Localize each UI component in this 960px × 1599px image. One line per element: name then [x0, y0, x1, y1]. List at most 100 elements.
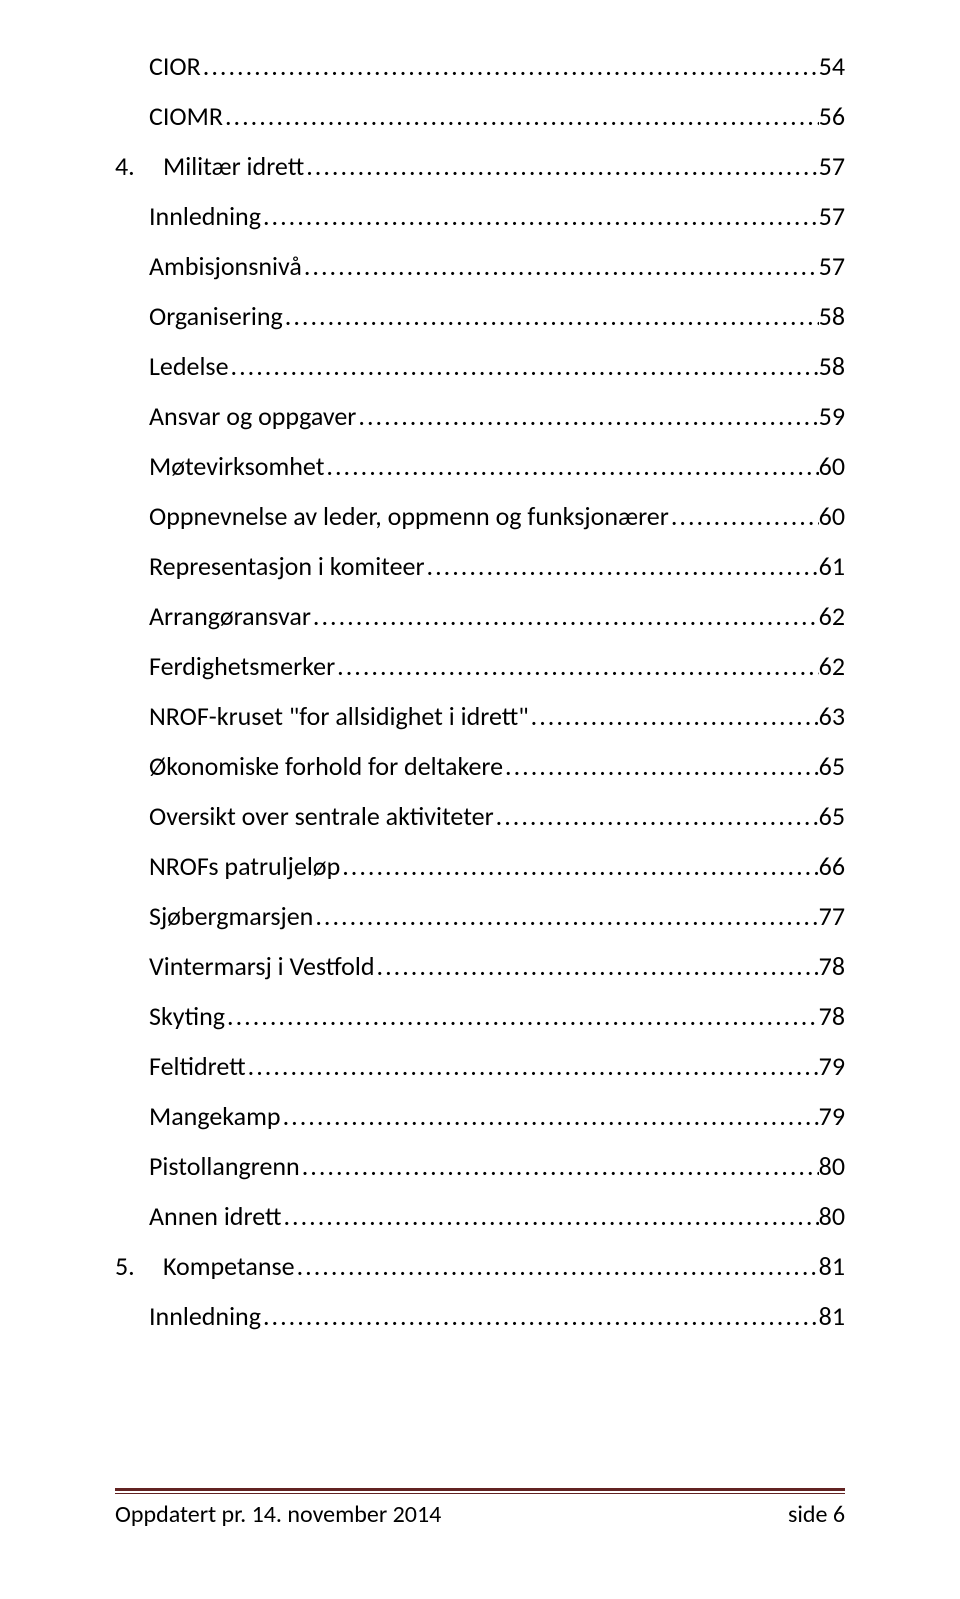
- toc-page-number: 54: [819, 50, 845, 82]
- toc-entry: Organisering 58: [115, 300, 845, 332]
- toc-page-number: 57: [819, 200, 845, 232]
- page-footer: Oppdatert pr. 14. november 2014 side 6: [115, 1488, 845, 1529]
- toc-entry: Økonomiske forhold for deltakere65: [115, 750, 845, 782]
- toc-leader-dots: [261, 1300, 819, 1332]
- toc-entry: Annen idrett 80: [115, 1200, 845, 1232]
- toc-label: 4.Militær idrett: [115, 150, 304, 182]
- toc-leader-dots: [201, 50, 819, 82]
- toc-entry: NROF-kruset "for allsidighet i idrett" 63: [115, 700, 845, 732]
- toc-leader-dots: [225, 1000, 819, 1032]
- toc-entry: Oversikt over sentrale aktiviteter 65: [115, 800, 845, 832]
- toc-leader-dots: [295, 1250, 819, 1282]
- toc-number: 5.: [115, 1250, 163, 1282]
- toc-entry: Ambisjonsnivå 57: [115, 250, 845, 282]
- toc-label: Pistollangrenn: [149, 1150, 300, 1182]
- toc-label: Oversikt over sentrale aktiviteter: [149, 800, 494, 832]
- toc-entry: Innledning57: [115, 200, 845, 232]
- toc-page-number: 65: [819, 750, 845, 782]
- toc-title: Kompetanse: [163, 1250, 295, 1282]
- toc-label: Annen idrett: [149, 1200, 281, 1232]
- toc-entry: Ferdighetsmerker 62: [115, 650, 845, 682]
- toc-number: 4.: [115, 150, 163, 182]
- toc-page-number: 59: [819, 400, 845, 432]
- toc-label: 5.Kompetanse: [115, 1250, 295, 1282]
- toc-page-number: 79: [819, 1050, 845, 1082]
- toc-leader-dots: [529, 700, 819, 732]
- toc-page-number: 77: [819, 900, 845, 932]
- toc-entry: Arrangøransvar 62: [115, 600, 845, 632]
- page-content: CIOR54CIOMR564.Militær idrett57Innlednin…: [0, 0, 960, 1332]
- toc-page-number: 80: [819, 1200, 845, 1232]
- toc-leader-dots: [313, 900, 818, 932]
- toc-page-number: 66: [819, 850, 845, 882]
- toc-label: Møtevirksomhet: [149, 450, 324, 482]
- toc-leader-dots: [335, 650, 818, 682]
- toc-label: Feltidrett: [149, 1050, 246, 1082]
- toc-page-number: 58: [819, 300, 845, 332]
- toc-label: Mangekamp: [149, 1100, 281, 1132]
- toc-leader-dots: [340, 850, 818, 882]
- toc-page-number: 57: [819, 250, 845, 282]
- footer-rule-thick: [115, 1488, 845, 1491]
- toc-entry: Mangekamp 79: [115, 1100, 845, 1132]
- toc-page-number: 79: [819, 1100, 845, 1132]
- toc-leader-dots: [283, 300, 819, 332]
- toc-label: Skyting: [149, 1000, 225, 1032]
- toc-entry: Pistollangrenn 80: [115, 1150, 845, 1182]
- toc-entry: NROFs patruljeløp66: [115, 850, 845, 882]
- toc-page-number: 60: [819, 500, 845, 532]
- toc-entry: Møtevirksomhet 60: [115, 450, 845, 482]
- toc-label: CIOMR: [149, 100, 223, 132]
- toc-leader-dots: [503, 750, 819, 782]
- toc-leader-dots: [223, 100, 819, 132]
- toc-page-number: 63: [819, 700, 845, 732]
- toc-page-number: 57: [819, 150, 845, 182]
- toc-leader-dots: [229, 350, 819, 382]
- toc-label: Vintermarsj i Vestfold: [149, 950, 375, 982]
- toc-page-number: 60: [819, 450, 845, 482]
- toc-label: Ferdighetsmerker: [149, 650, 335, 682]
- toc-entry: Innledning 81: [115, 1300, 845, 1332]
- toc-leader-dots: [304, 150, 818, 182]
- toc-entry: 5.Kompetanse81: [115, 1250, 845, 1282]
- toc-leader-dots: [311, 600, 819, 632]
- toc-label: NROF-kruset "for allsidighet i idrett": [149, 700, 529, 732]
- toc-label: Sjøbergmarsjen: [149, 900, 313, 932]
- toc-label: Arrangøransvar: [149, 600, 311, 632]
- toc-page-number: 58: [819, 350, 845, 382]
- toc-page-number: 62: [819, 650, 845, 682]
- toc-entry: Ledelse 58: [115, 350, 845, 382]
- toc-leader-dots: [425, 550, 819, 582]
- toc-leader-dots: [261, 200, 819, 232]
- toc-page-number: 61: [819, 550, 845, 582]
- toc-leader-dots: [300, 1150, 819, 1182]
- toc-label: Ledelse: [149, 350, 229, 382]
- toc-leader-dots: [302, 250, 819, 282]
- toc-label: Innledning: [149, 1300, 261, 1332]
- toc-leader-dots: [356, 400, 818, 432]
- toc-page-number: 78: [819, 1000, 845, 1032]
- toc-entry: Sjøbergmarsjen 77: [115, 900, 845, 932]
- toc-entry: Representasjon i komiteer61: [115, 550, 845, 582]
- toc-entry: Feltidrett 79: [115, 1050, 845, 1082]
- toc-leader-dots: [375, 950, 819, 982]
- toc-entry: 4.Militær idrett 57: [115, 150, 845, 182]
- toc-page-number: 78: [819, 950, 845, 982]
- toc-leader-dots: [324, 450, 818, 482]
- toc-label: Oppnevnelse av leder, oppmenn og funksjo…: [149, 500, 669, 532]
- toc-page-number: 56: [819, 100, 845, 132]
- toc-entry: Skyting 78: [115, 1000, 845, 1032]
- toc-leader-dots: [281, 1100, 819, 1132]
- toc-leader-dots: [494, 800, 819, 832]
- toc-page-number: 80: [819, 1150, 845, 1182]
- toc-entry: Oppnevnelse av leder, oppmenn og funksjo…: [115, 500, 845, 532]
- toc-page-number: 62: [819, 600, 845, 632]
- footer-updated-text: Oppdatert pr. 14. november 2014: [115, 1500, 441, 1529]
- toc-label: Organisering: [149, 300, 283, 332]
- table-of-contents: CIOR54CIOMR564.Militær idrett57Innlednin…: [115, 50, 845, 1332]
- toc-title: Militær idrett: [163, 150, 304, 182]
- toc-leader-dots: [246, 1050, 819, 1082]
- toc-label: Ambisjonsnivå: [149, 250, 302, 282]
- toc-page-number: 81: [819, 1300, 845, 1332]
- toc-page-number: 65: [819, 800, 845, 832]
